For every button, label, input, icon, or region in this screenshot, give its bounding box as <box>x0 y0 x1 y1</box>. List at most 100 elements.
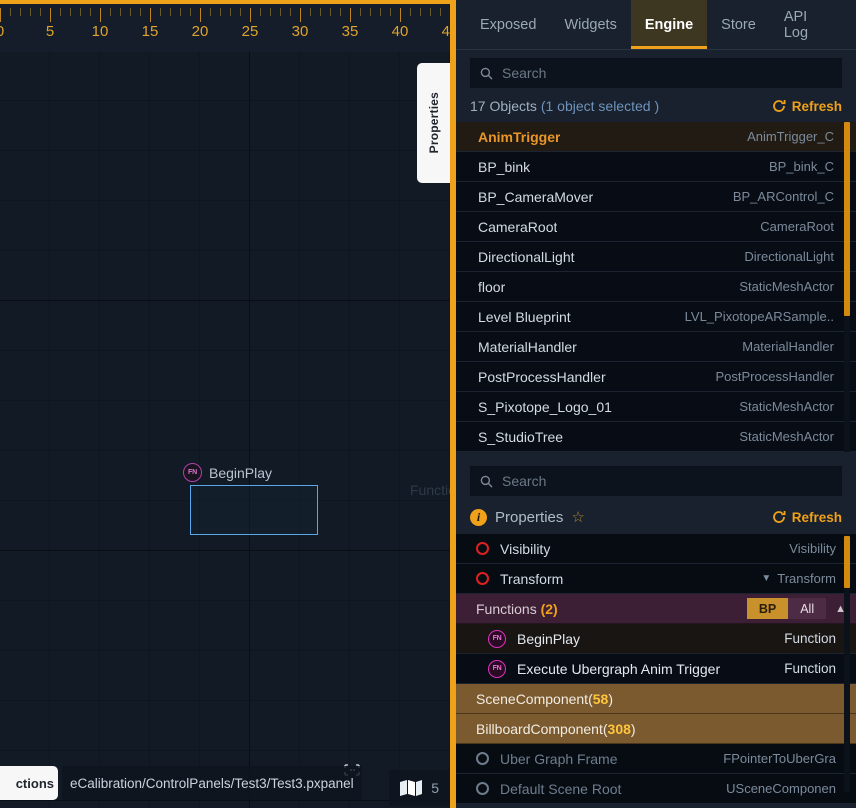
properties-scroll-track[interactable] <box>844 534 850 792</box>
ruler-minor-tick <box>270 8 271 16</box>
properties-side-tab[interactable]: Properties <box>417 63 451 183</box>
fn-icon: FN <box>183 463 202 482</box>
ruler-minor-tick <box>140 8 141 16</box>
object-row[interactable]: DirectionalLight DirectionalLight <box>456 242 856 272</box>
ruler-minor-tick <box>190 8 191 16</box>
ruler-minor-tick <box>70 8 71 16</box>
ruler-minor-tick <box>230 8 231 16</box>
object-row[interactable]: AnimTrigger AnimTrigger_C <box>456 122 856 152</box>
object-row[interactable]: BP_bink BP_bink_C <box>456 152 856 182</box>
object-class: PostProcessHandler <box>715 369 835 384</box>
ruler-label: 25 <box>241 23 259 40</box>
filter-all-button[interactable]: All <box>788 598 827 619</box>
functions-group-header[interactable]: Functions (2) BP All ▲ <box>456 594 856 624</box>
property-value-group: Visibility <box>789 541 836 556</box>
property-name-group: Transform <box>476 571 563 587</box>
property-value: FPointerToUberGra <box>723 751 836 766</box>
ruler-label: 0 <box>0 23 4 40</box>
chevron-down-icon[interactable]: ▼ <box>761 573 772 584</box>
tab-widgets[interactable]: Widgets <box>550 0 630 49</box>
graph-status-bar: ctions eCalibration/ControlPanels/Test3/… <box>0 764 450 802</box>
record-circle-icon[interactable] <box>476 752 489 765</box>
function-row[interactable]: FN Execute Ubergraph Anim Trigger Function <box>456 654 856 684</box>
object-search-input[interactable] <box>502 65 832 81</box>
horizontal-ruler[interactable]: 051015202530354045 <box>0 0 456 52</box>
tab-engine[interactable]: Engine <box>630 0 708 49</box>
tab-store[interactable]: Store <box>707 0 770 49</box>
ruler-minor-tick <box>430 8 431 16</box>
filter-bp-button[interactable]: BP <box>746 598 789 619</box>
object-class: StaticMeshActor <box>739 279 834 294</box>
ruler-minor-tick <box>240 8 241 16</box>
chevron-up-icon[interactable]: ▲ <box>835 602 846 615</box>
object-name: S_StudioTree <box>478 428 564 445</box>
tab-label: Widgets <box>564 16 617 33</box>
record-circle-icon[interactable] <box>476 572 489 585</box>
property-value: Transform <box>777 571 836 586</box>
blueprint-node-beginplay[interactable]: FN BeginPlay <box>183 463 318 535</box>
ruler-minor-tick <box>40 8 41 16</box>
star-icon[interactable]: ☆ <box>571 509 585 526</box>
record-circle-icon[interactable] <box>476 782 489 795</box>
ghost-functions-label: Functio <box>410 482 456 498</box>
ruler-tick <box>50 8 51 22</box>
ruler-label: 10 <box>91 23 109 40</box>
ruler-minor-tick <box>160 8 161 16</box>
ruler-minor-tick <box>170 8 171 16</box>
object-row[interactable]: S_StudioTree StaticMeshActor <box>456 422 856 452</box>
ruler-minor-tick <box>20 8 21 16</box>
ruler-minor-tick <box>110 8 111 16</box>
component-group-row[interactable]: SceneComponent (58) <box>456 684 856 714</box>
component-group-label: SceneComponent <box>476 690 589 707</box>
ruler-minor-tick <box>360 8 361 16</box>
ruler-minor-tick <box>60 8 61 16</box>
tab-label: Engine <box>644 16 694 33</box>
object-search-box[interactable] <box>470 58 842 88</box>
object-row[interactable]: floor StaticMeshActor <box>456 272 856 302</box>
function-row[interactable]: FN BeginPlay Function <box>456 624 856 654</box>
object-row[interactable]: MaterialHandler MaterialHandler <box>456 332 856 362</box>
graph-panel[interactable]: 051015202530354045 Functio FN BeginPlay … <box>0 0 456 808</box>
properties-refresh-label: Refresh <box>791 509 842 525</box>
object-search-wrap <box>456 50 856 94</box>
component-group-row[interactable]: BillboardComponent (308) <box>456 714 856 744</box>
object-row[interactable]: CameraRoot CameraRoot <box>456 212 856 242</box>
properties-scroll-thumb[interactable] <box>844 536 850 588</box>
ruler-minor-tick <box>440 8 441 16</box>
properties-list[interactable]: Visibility Visibility Transform ▼ Transform F… <box>456 534 856 804</box>
object-name: BP_bink <box>478 158 531 175</box>
property-row[interactable]: Transform ▼ Transform <box>456 564 856 594</box>
objects-list[interactable]: AnimTrigger AnimTrigger_C BP_bink BP_bink_C… <box>456 122 856 452</box>
property-row[interactable]: Default Scene Root USceneComponen <box>456 774 856 804</box>
property-row[interactable]: Visibility Visibility <box>456 534 856 564</box>
property-name: Transform <box>500 570 564 587</box>
property-name: Visibility <box>500 540 551 557</box>
property-row[interactable]: Uber Graph Frame FPointerToUberGra <box>456 744 856 774</box>
ruler-label: 40 <box>391 23 409 40</box>
objects-scroll-thumb[interactable] <box>844 122 850 316</box>
properties-refresh-button[interactable]: Refresh <box>772 510 842 525</box>
ruler-minor-tick <box>330 8 331 16</box>
functions-filter-segmented: BP All <box>746 598 827 619</box>
object-row[interactable]: PostProcessHandler PostProcessHandler <box>456 362 856 392</box>
object-row[interactable]: BP_CameraMover BP_ARControl_C <box>456 182 856 212</box>
tab-exposed[interactable]: Exposed <box>466 0 550 49</box>
ruler-minor-tick <box>210 8 211 16</box>
ruler-tick <box>400 8 401 22</box>
ruler-minor-tick <box>180 8 181 16</box>
objects-refresh-button[interactable]: Refresh <box>772 99 842 114</box>
record-circle-icon[interactable] <box>476 542 489 555</box>
property-search-box[interactable] <box>470 466 842 496</box>
ruler-minor-tick <box>420 8 421 16</box>
ruler-minor-tick <box>30 8 31 16</box>
minimap-chip[interactable]: 5 <box>389 770 449 806</box>
graph-canvas-grid[interactable] <box>0 14 456 808</box>
property-search-wrap <box>456 452 856 502</box>
ruler-minor-tick <box>410 8 411 16</box>
functions-tab-button[interactable]: ctions <box>0 766 58 800</box>
object-row[interactable]: Level Blueprint LVL_PixotopeARSample.. <box>456 302 856 332</box>
ruler-minor-tick <box>10 8 11 16</box>
property-search-input[interactable] <box>502 473 832 489</box>
tab-api-log[interactable]: API Log <box>770 0 846 49</box>
object-row[interactable]: S_Pixotope_Logo_01 StaticMeshActor <box>456 392 856 422</box>
